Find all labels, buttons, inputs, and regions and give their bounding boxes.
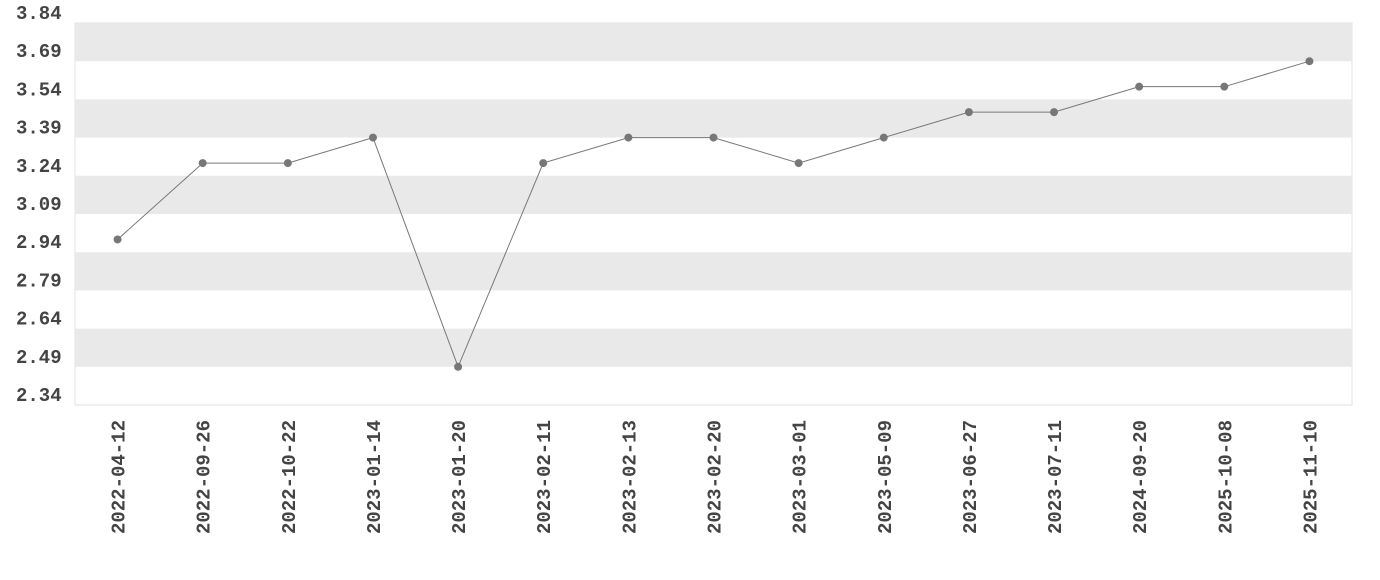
x-tick-label: 2023-06-27: [960, 420, 982, 534]
point: [1050, 108, 1059, 117]
grid-band: [75, 175, 1352, 214]
y-tick-label: 2.79: [16, 270, 62, 292]
grid-band: [75, 99, 1352, 138]
x-tick-label: 2025-11-10: [1300, 420, 1322, 534]
point: [1220, 82, 1229, 91]
y-tick-label: 3.39: [16, 118, 62, 140]
x-tick-label: 2023-02-20: [705, 420, 727, 534]
point: [879, 133, 888, 142]
y-tick-label: 2.94: [16, 232, 62, 254]
point: [198, 159, 207, 168]
x-tick-label: 2023-07-11: [1045, 420, 1067, 534]
x-tick-label: 2022-04-12: [109, 420, 131, 534]
y-tick-label: 3.69: [16, 41, 62, 63]
point: [113, 235, 122, 244]
x-tick-label: 2023-01-14: [364, 420, 386, 534]
point: [624, 133, 633, 142]
point: [539, 159, 548, 168]
point: [1135, 82, 1144, 91]
point: [709, 133, 718, 142]
point: [964, 108, 973, 117]
y-tick-label: 2.49: [16, 347, 62, 369]
point: [283, 159, 292, 168]
point: [368, 133, 377, 142]
x-tick-label: 2023-05-09: [875, 420, 897, 534]
point: [1305, 57, 1314, 66]
grid-band: [75, 328, 1352, 367]
x-tick-label: 2023-02-13: [619, 420, 641, 534]
x-tick-label: 2023-01-20: [449, 420, 471, 534]
x-tick-label: 2022-10-22: [279, 420, 301, 534]
x-tick-label: 2024-09-20: [1130, 420, 1152, 534]
point: [454, 362, 463, 371]
x-tick-label: 2025-10-08: [1215, 420, 1237, 534]
y-tick-label: 3.24: [16, 156, 62, 178]
x-tick-label: 2022-09-26: [194, 420, 216, 534]
y-tick-label: 3.09: [16, 194, 62, 216]
y-tick-label: 2.64: [16, 309, 62, 331]
grid-band: [75, 252, 1352, 291]
point: [794, 159, 803, 168]
grid-band: [75, 23, 1352, 62]
y-tick-label: 3.84: [16, 3, 62, 25]
x-tick-label: 2023-03-01: [790, 420, 812, 534]
y-tick-label: 3.54: [16, 79, 62, 101]
y-tick-label: 2.34: [16, 385, 62, 407]
x-tick-label: 2023-02-11: [534, 420, 556, 534]
